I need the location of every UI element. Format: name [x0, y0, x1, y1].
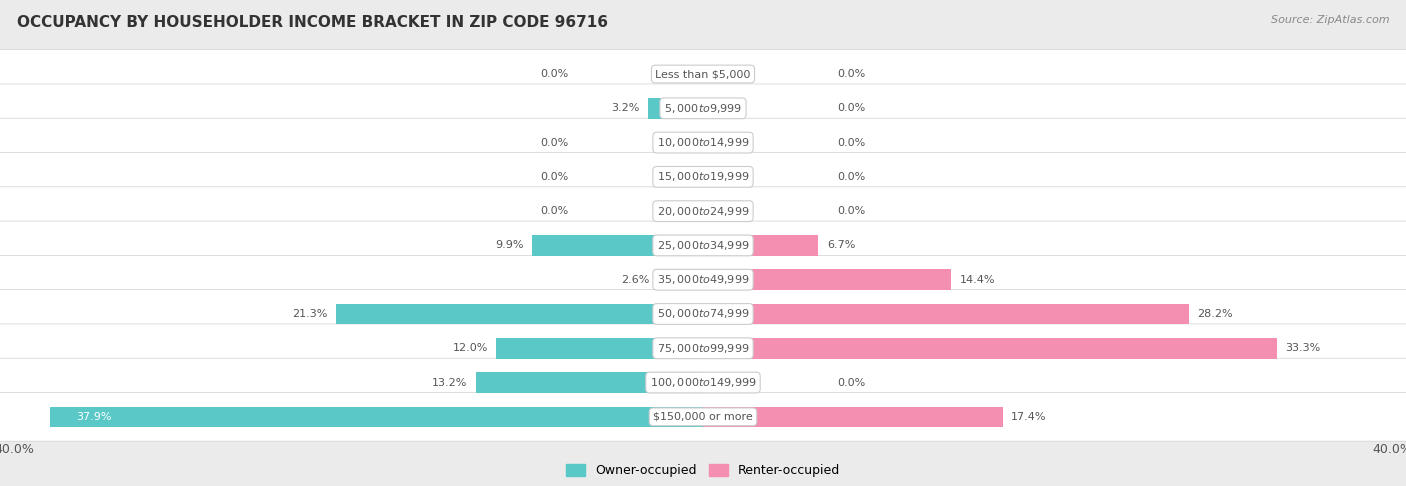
Text: 0.0%: 0.0%	[540, 69, 568, 79]
Text: 21.3%: 21.3%	[292, 309, 328, 319]
Bar	[703, 407, 1002, 427]
Text: $25,000 to $34,999: $25,000 to $34,999	[657, 239, 749, 252]
Text: $150,000 or more: $150,000 or more	[654, 412, 752, 422]
FancyBboxPatch shape	[0, 50, 1406, 98]
Text: 0.0%: 0.0%	[838, 138, 866, 148]
Bar	[51, 407, 703, 427]
Text: 0.0%: 0.0%	[838, 104, 866, 113]
FancyBboxPatch shape	[0, 290, 1406, 338]
Text: 3.2%: 3.2%	[610, 104, 640, 113]
Legend: Owner-occupied, Renter-occupied: Owner-occupied, Renter-occupied	[567, 464, 839, 477]
Text: $50,000 to $74,999: $50,000 to $74,999	[657, 308, 749, 320]
Text: $5,000 to $9,999: $5,000 to $9,999	[664, 102, 742, 115]
FancyBboxPatch shape	[0, 358, 1406, 407]
Text: 0.0%: 0.0%	[838, 206, 866, 216]
Bar	[336, 304, 703, 324]
Text: $75,000 to $99,999: $75,000 to $99,999	[657, 342, 749, 355]
FancyBboxPatch shape	[0, 221, 1406, 270]
Text: 0.0%: 0.0%	[838, 378, 866, 387]
Bar	[496, 338, 703, 359]
Bar	[703, 269, 950, 290]
FancyBboxPatch shape	[0, 187, 1406, 236]
Text: $20,000 to $24,999: $20,000 to $24,999	[657, 205, 749, 218]
Text: 0.0%: 0.0%	[540, 138, 568, 148]
Text: 9.9%: 9.9%	[495, 241, 524, 250]
Text: Source: ZipAtlas.com: Source: ZipAtlas.com	[1271, 15, 1389, 25]
Text: 0.0%: 0.0%	[838, 172, 866, 182]
Text: $15,000 to $19,999: $15,000 to $19,999	[657, 171, 749, 183]
Text: 33.3%: 33.3%	[1285, 343, 1320, 353]
Text: 0.0%: 0.0%	[540, 206, 568, 216]
FancyBboxPatch shape	[0, 153, 1406, 201]
Bar	[703, 338, 1277, 359]
Text: 0.0%: 0.0%	[838, 69, 866, 79]
Text: 6.7%: 6.7%	[827, 241, 855, 250]
Bar	[703, 304, 1188, 324]
FancyBboxPatch shape	[0, 255, 1406, 304]
Text: 14.4%: 14.4%	[960, 275, 995, 285]
Bar	[703, 235, 818, 256]
Text: OCCUPANCY BY HOUSEHOLDER INCOME BRACKET IN ZIP CODE 96716: OCCUPANCY BY HOUSEHOLDER INCOME BRACKET …	[17, 15, 607, 30]
Text: 0.0%: 0.0%	[540, 172, 568, 182]
FancyBboxPatch shape	[0, 118, 1406, 167]
Text: 17.4%: 17.4%	[1011, 412, 1047, 422]
Text: 12.0%: 12.0%	[453, 343, 488, 353]
FancyBboxPatch shape	[0, 324, 1406, 373]
Bar	[475, 372, 703, 393]
Text: Less than $5,000: Less than $5,000	[655, 69, 751, 79]
Bar	[658, 269, 703, 290]
Text: 28.2%: 28.2%	[1198, 309, 1233, 319]
Text: $35,000 to $49,999: $35,000 to $49,999	[657, 273, 749, 286]
Bar	[533, 235, 703, 256]
FancyBboxPatch shape	[0, 84, 1406, 133]
Bar	[648, 98, 703, 119]
Text: 37.9%: 37.9%	[76, 412, 111, 422]
Text: $10,000 to $14,999: $10,000 to $14,999	[657, 136, 749, 149]
FancyBboxPatch shape	[0, 393, 1406, 441]
Text: 2.6%: 2.6%	[621, 275, 650, 285]
Text: 13.2%: 13.2%	[432, 378, 467, 387]
Text: $100,000 to $149,999: $100,000 to $149,999	[650, 376, 756, 389]
